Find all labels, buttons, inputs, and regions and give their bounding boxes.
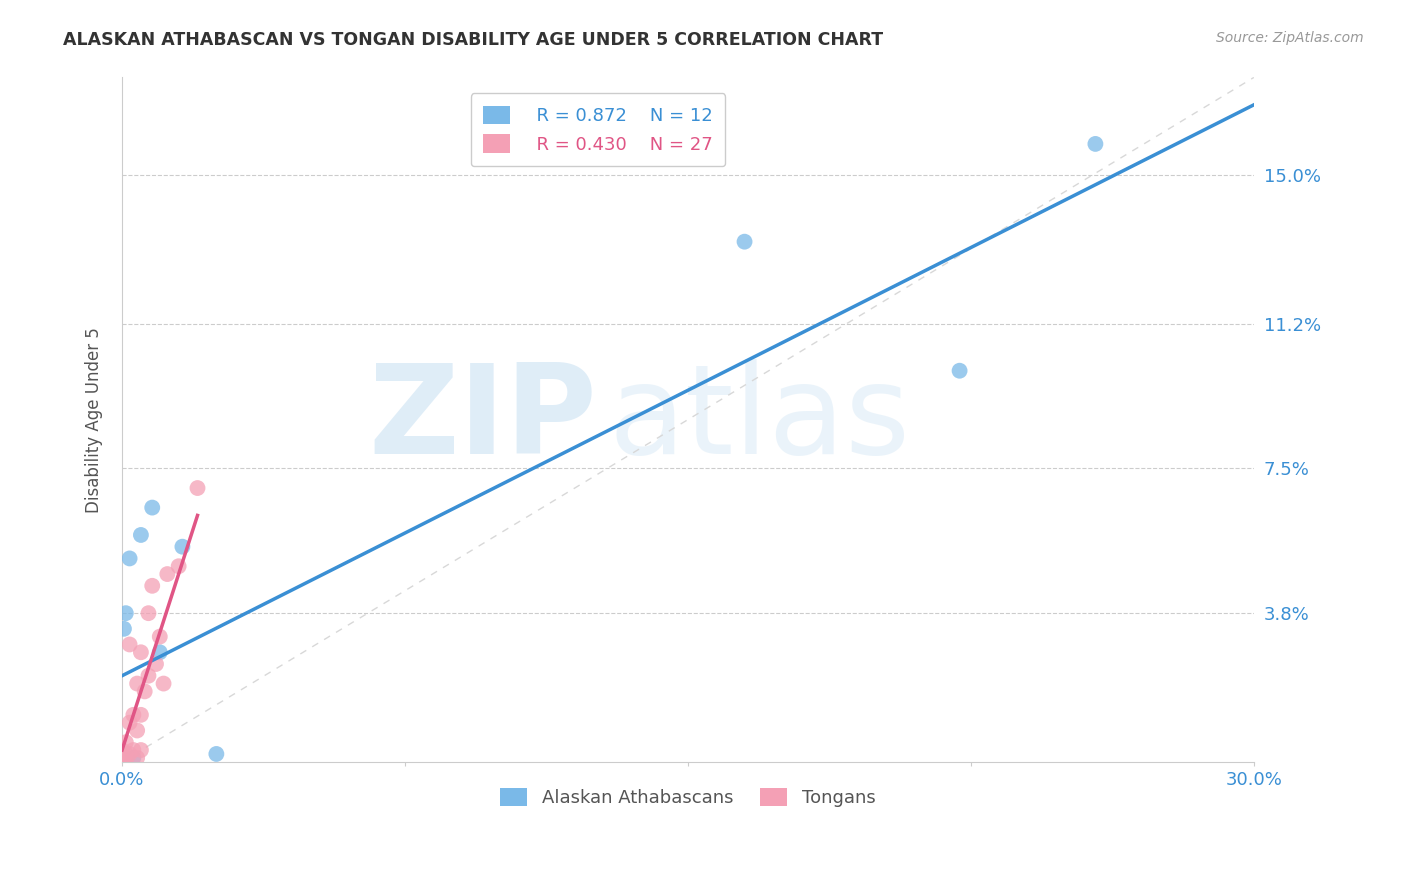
Legend: Alaskan Athabascans, Tongans: Alaskan Athabascans, Tongans xyxy=(494,780,883,814)
Point xyxy=(138,606,160,620)
Point xyxy=(205,747,228,761)
Point xyxy=(111,755,134,769)
Point xyxy=(118,747,141,761)
Point xyxy=(127,676,149,690)
Y-axis label: Disability Age Under 5: Disability Age Under 5 xyxy=(86,326,103,513)
Point xyxy=(149,645,172,659)
Point xyxy=(114,735,136,749)
Point xyxy=(134,684,156,698)
Point xyxy=(145,657,167,671)
Point xyxy=(122,707,145,722)
Point xyxy=(129,743,152,757)
Point xyxy=(118,551,141,566)
Point xyxy=(186,481,208,495)
Point xyxy=(141,500,163,515)
Point xyxy=(114,747,136,761)
Point xyxy=(122,743,145,757)
Point xyxy=(129,528,152,542)
Point xyxy=(141,579,163,593)
Point xyxy=(149,630,172,644)
Point xyxy=(112,622,135,636)
Point xyxy=(172,540,194,554)
Point xyxy=(114,606,136,620)
Text: Source: ZipAtlas.com: Source: ZipAtlas.com xyxy=(1216,31,1364,45)
Point xyxy=(127,723,149,738)
Point xyxy=(114,755,136,769)
Text: ZIP: ZIP xyxy=(368,359,598,480)
Point xyxy=(152,676,174,690)
Text: ALASKAN ATHABASCAN VS TONGAN DISABILITY AGE UNDER 5 CORRELATION CHART: ALASKAN ATHABASCAN VS TONGAN DISABILITY … xyxy=(63,31,883,49)
Point xyxy=(156,567,179,582)
Point xyxy=(111,743,134,757)
Point xyxy=(129,645,152,659)
Point xyxy=(1084,136,1107,151)
Point xyxy=(118,715,141,730)
Point xyxy=(167,559,190,574)
Point xyxy=(111,751,134,765)
Point xyxy=(734,235,756,249)
Point xyxy=(948,364,970,378)
Point xyxy=(122,751,145,765)
Point xyxy=(138,669,160,683)
Point xyxy=(118,637,141,651)
Text: atlas: atlas xyxy=(609,359,911,480)
Point xyxy=(129,707,152,722)
Point xyxy=(127,751,149,765)
